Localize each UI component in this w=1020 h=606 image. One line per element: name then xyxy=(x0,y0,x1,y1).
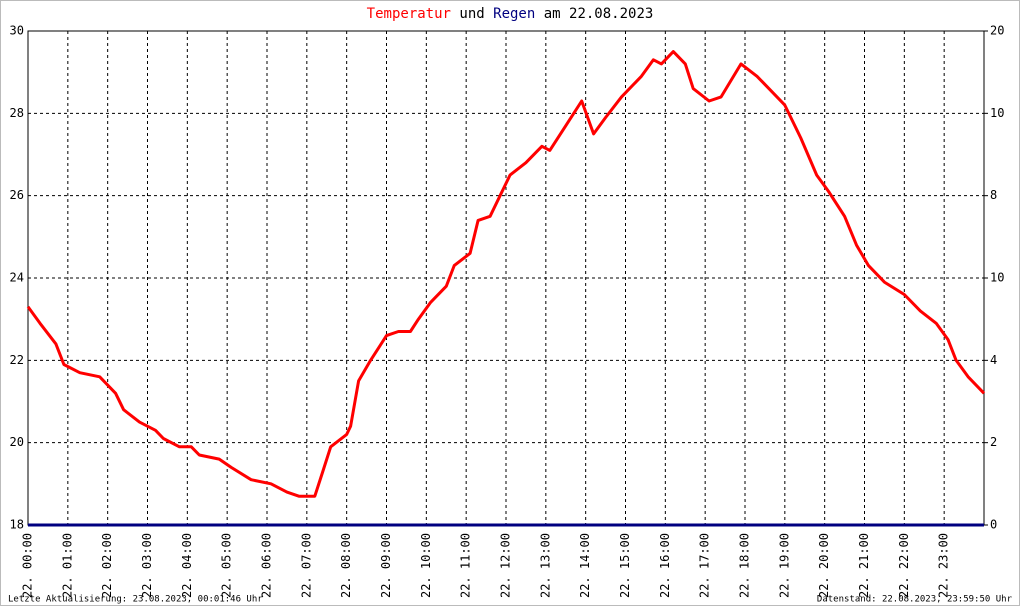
footer-left: Letzte Aktualisierung: 23.08.2023, 00:01… xyxy=(8,595,263,605)
y2-tick-label: 0 xyxy=(990,518,997,532)
y2-tick-label: 2 xyxy=(990,435,997,449)
x-tick-label: 22. 10:00 xyxy=(419,533,433,598)
x-tick-label: 22. 05:00 xyxy=(220,533,234,598)
y2-tick-label: 4 xyxy=(990,353,997,367)
x-tick-label: 22. 09:00 xyxy=(379,533,393,598)
x-tick-label: 22. 21:00 xyxy=(857,533,871,598)
y-tick-label: 22 xyxy=(10,353,24,367)
x-tick-label: 22. 15:00 xyxy=(618,533,632,598)
y2-tick-label: 10 xyxy=(990,106,1004,120)
y-tick-label: 18 xyxy=(10,518,24,532)
series-line xyxy=(26,50,986,498)
title-series-1: Temperatur xyxy=(367,6,451,22)
x-tick-label: 22. 07:00 xyxy=(299,533,313,598)
title-date: am 22.08.2023 xyxy=(544,6,654,22)
y-tick-label: 28 xyxy=(10,106,24,120)
title-joiner: und xyxy=(459,6,484,22)
footer-right: Datenstand: 22.08.2023, 23:59:50 Uhr xyxy=(817,595,1013,605)
x-tick-label: 22. 11:00 xyxy=(459,533,473,598)
x-tick-label: 22. 23:00 xyxy=(937,533,951,598)
y-tick-label: 24 xyxy=(10,271,24,285)
y-tick-label: 20 xyxy=(10,435,24,449)
x-tick-label: 22. 19:00 xyxy=(777,533,791,598)
x-tick-label: 22. 13:00 xyxy=(538,533,552,598)
x-tick-label: 22. 03:00 xyxy=(140,533,154,598)
x-tick-label: 22. 22:00 xyxy=(897,533,911,598)
y2-tick-label: 8 xyxy=(990,188,997,202)
x-tick-label: 22. 04:00 xyxy=(180,533,194,598)
x-tick-label: 22. 01:00 xyxy=(60,533,74,598)
x-tick-label: 22. 00:00 xyxy=(21,533,35,598)
x-tick-label: 22. 02:00 xyxy=(100,533,114,598)
x-tick-label: 22. 17:00 xyxy=(698,533,712,598)
title-series-2: Regen xyxy=(493,6,535,22)
x-tick-label: 22. 06:00 xyxy=(260,533,274,598)
x-tick-label: 22. 16:00 xyxy=(658,533,672,598)
y-tick-label: 26 xyxy=(10,188,24,202)
x-tick-label: 22. 08:00 xyxy=(339,533,353,598)
y2-tick-label: 10 xyxy=(990,271,1004,285)
x-tick-label: 22. 18:00 xyxy=(738,533,752,598)
x-tick-label: 22. 14:00 xyxy=(578,533,592,598)
y2-tick-label: 20 xyxy=(990,24,1004,38)
y-tick-label: 30 xyxy=(10,24,24,38)
x-tick-label: 22. 12:00 xyxy=(499,533,513,598)
chart-title: Temperatur und Regen am 22.08.2023 xyxy=(367,6,654,22)
x-tick-label: 22. 20:00 xyxy=(817,533,831,598)
